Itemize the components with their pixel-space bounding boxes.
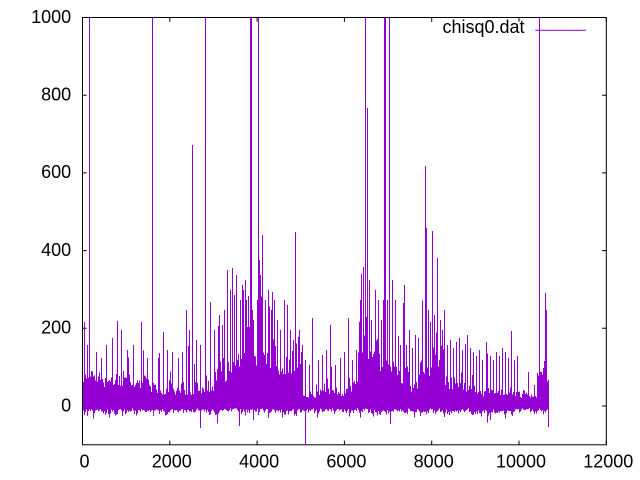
svg-text:400: 400 xyxy=(41,240,71,260)
svg-text:8000: 8000 xyxy=(414,452,454,472)
svg-text:6000: 6000 xyxy=(326,452,366,472)
svg-text:10000: 10000 xyxy=(496,452,546,472)
svg-text:600: 600 xyxy=(41,162,71,182)
svg-text:800: 800 xyxy=(41,85,71,105)
svg-text:0: 0 xyxy=(61,395,71,415)
svg-text:0: 0 xyxy=(79,452,89,472)
svg-text:1000: 1000 xyxy=(31,7,71,27)
svg-text:12000: 12000 xyxy=(583,452,633,472)
svg-text:4000: 4000 xyxy=(239,452,279,472)
svg-text:chisq0.dat: chisq0.dat xyxy=(442,17,524,37)
svg-text:2000: 2000 xyxy=(152,452,192,472)
svg-text:200: 200 xyxy=(41,318,71,338)
